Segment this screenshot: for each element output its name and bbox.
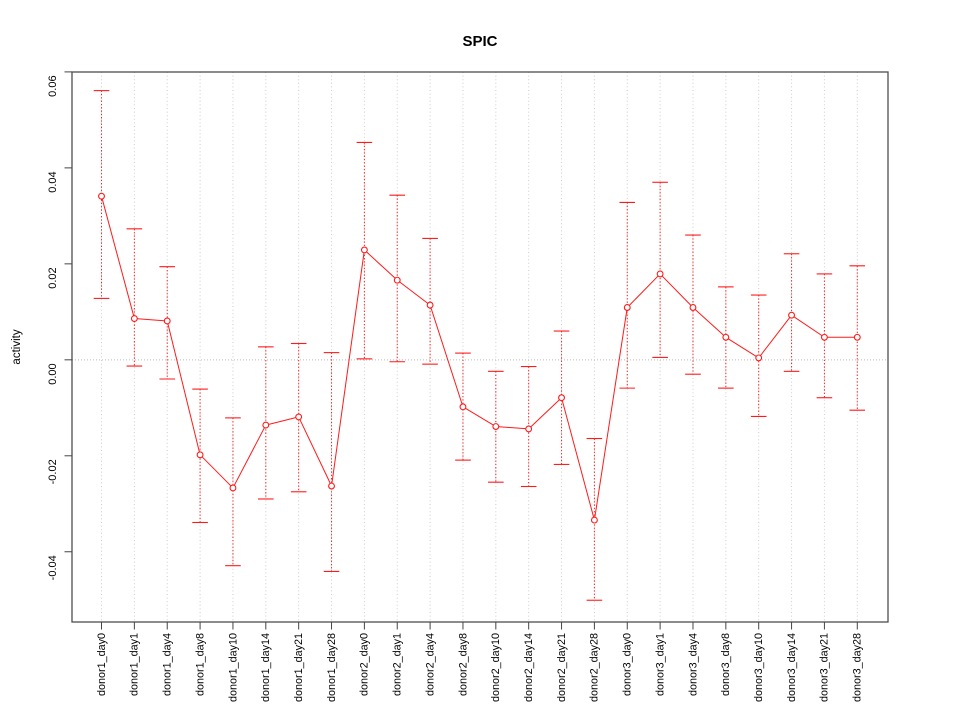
svg-text:donor3_day10: donor3_day10: [753, 633, 765, 702]
svg-text:donor2_day1: donor2_day1: [392, 633, 404, 696]
svg-text:donor2_day0: donor2_day0: [359, 633, 371, 696]
svg-text:donor2_day10: donor2_day10: [490, 633, 502, 702]
svg-text:donor1_day10: donor1_day10: [227, 633, 239, 702]
svg-text:donor2_day14: donor2_day14: [523, 633, 535, 702]
svg-text:donor1_day1: donor1_day1: [129, 633, 141, 696]
svg-text:SPIC: SPIC: [462, 33, 497, 50]
svg-text:0.00: 0.00: [47, 363, 59, 384]
svg-text:donor1_day0: donor1_day0: [96, 633, 108, 696]
svg-text:donor3_day21: donor3_day21: [819, 633, 831, 702]
svg-text:donor3_day4: donor3_day4: [687, 633, 699, 696]
svg-text:0.06: 0.06: [47, 75, 59, 96]
svg-text:donor2_day4: donor2_day4: [424, 633, 436, 696]
svg-text:donor2_day8: donor2_day8: [457, 633, 469, 696]
svg-text:donor2_day21: donor2_day21: [556, 633, 568, 702]
svg-text:donor3_day1: donor3_day1: [654, 633, 666, 696]
svg-text:donor1_day28: donor1_day28: [326, 633, 338, 702]
svg-text:0.02: 0.02: [47, 267, 59, 288]
svg-text:-0.02: -0.02: [47, 459, 59, 484]
svg-text:donor3_day8: donor3_day8: [720, 633, 732, 696]
svg-text:-0.04: -0.04: [47, 555, 59, 580]
svg-text:0.04: 0.04: [47, 171, 59, 192]
svg-text:activity: activity: [11, 329, 23, 364]
svg-text:donor1_day4: donor1_day4: [162, 633, 174, 696]
svg-text:donor1_day8: donor1_day8: [194, 633, 206, 696]
svg-text:donor1_day21: donor1_day21: [293, 633, 305, 702]
svg-text:donor3_day14: donor3_day14: [786, 633, 798, 702]
svg-text:donor3_day28: donor3_day28: [852, 633, 864, 702]
svg-text:donor1_day14: donor1_day14: [260, 633, 272, 702]
svg-text:donor2_day28: donor2_day28: [589, 633, 601, 702]
svg-text:donor3_day0: donor3_day0: [622, 633, 634, 696]
